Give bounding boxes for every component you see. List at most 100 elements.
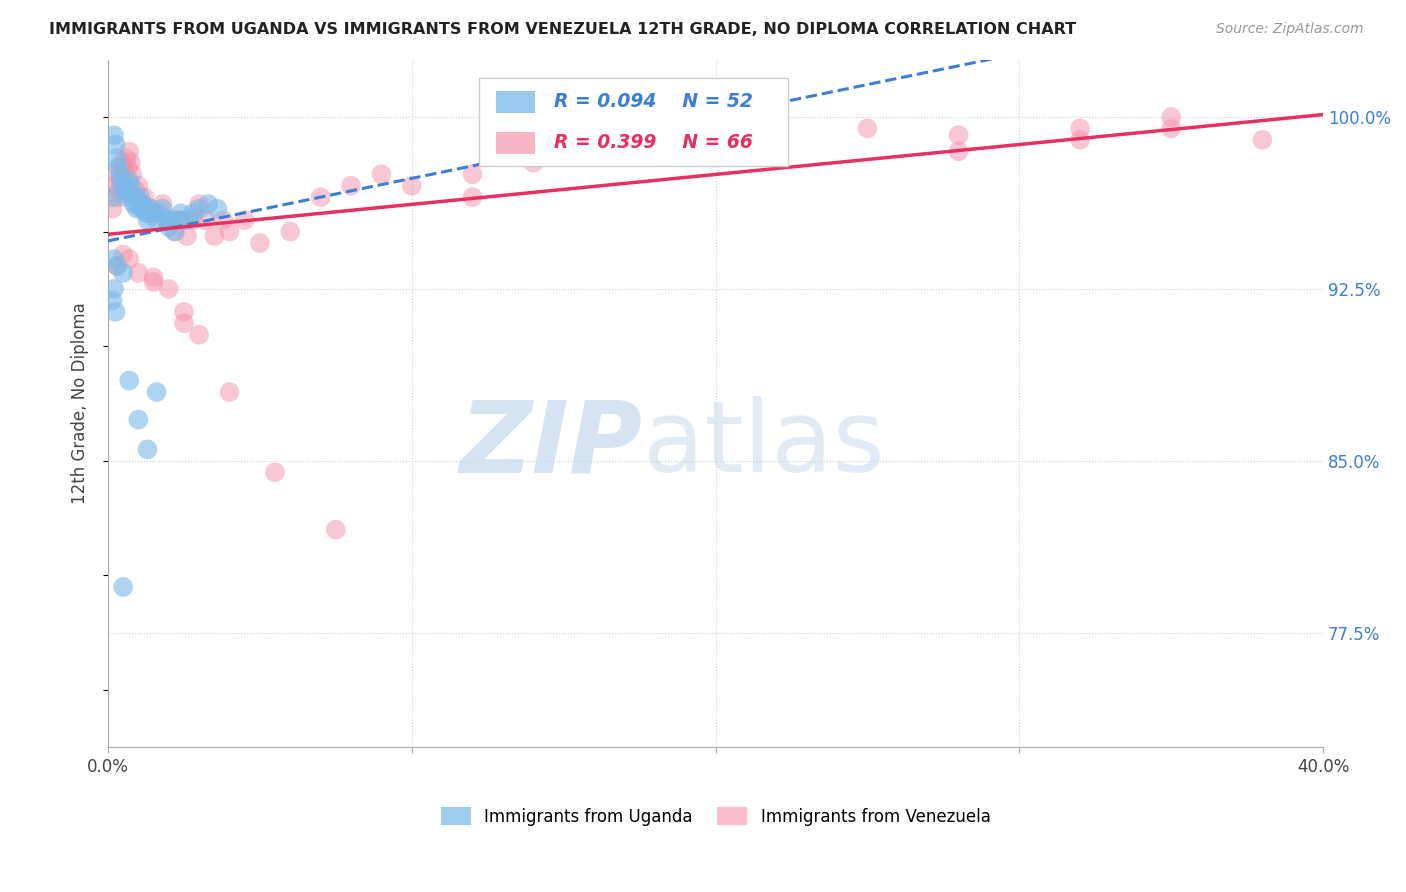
Point bbox=[212, 213, 235, 227]
Point bbox=[136, 213, 159, 227]
Point bbox=[104, 167, 127, 181]
Point bbox=[309, 190, 332, 204]
Point bbox=[948, 128, 970, 143]
Text: R = 0.094    N = 52: R = 0.094 N = 52 bbox=[554, 92, 752, 112]
Point bbox=[108, 174, 131, 188]
Legend: Immigrants from Uganda, Immigrants from Venezuela: Immigrants from Uganda, Immigrants from … bbox=[434, 800, 997, 832]
Point bbox=[118, 174, 141, 188]
Point bbox=[163, 225, 186, 239]
Point bbox=[145, 385, 167, 400]
Point bbox=[120, 155, 142, 169]
Text: IMMIGRANTS FROM UGANDA VS IMMIGRANTS FROM VENEZUELA 12TH GRADE, NO DIPLOMA CORRE: IMMIGRANTS FROM UGANDA VS IMMIGRANTS FRO… bbox=[49, 22, 1077, 37]
Point bbox=[127, 178, 149, 193]
Text: ZIP: ZIP bbox=[460, 396, 643, 493]
Point bbox=[461, 190, 484, 204]
Point bbox=[157, 219, 180, 234]
Point bbox=[1251, 133, 1274, 147]
Point bbox=[522, 155, 544, 169]
Point bbox=[188, 202, 211, 216]
Point bbox=[167, 213, 190, 227]
Point bbox=[173, 305, 195, 319]
Point bbox=[194, 213, 217, 227]
Point bbox=[112, 266, 135, 280]
Point bbox=[644, 133, 666, 147]
Point bbox=[107, 161, 129, 175]
Point bbox=[112, 178, 135, 193]
Point bbox=[120, 178, 142, 193]
Point bbox=[233, 213, 256, 227]
Point bbox=[134, 190, 156, 204]
Point bbox=[101, 293, 124, 308]
Bar bbox=[496, 132, 534, 153]
Point bbox=[124, 190, 146, 204]
FancyBboxPatch shape bbox=[478, 78, 789, 166]
Point bbox=[1160, 110, 1182, 124]
Point bbox=[249, 235, 271, 250]
Point bbox=[157, 213, 180, 227]
Text: Source: ZipAtlas.com: Source: ZipAtlas.com bbox=[1216, 22, 1364, 37]
Point bbox=[117, 161, 139, 175]
Point bbox=[207, 202, 229, 216]
Point bbox=[1069, 121, 1091, 136]
Point bbox=[134, 202, 156, 216]
Point bbox=[145, 206, 167, 220]
Point bbox=[170, 213, 193, 227]
Point bbox=[765, 133, 787, 147]
Point bbox=[856, 121, 879, 136]
Point bbox=[104, 137, 127, 152]
Point bbox=[105, 259, 128, 273]
Point bbox=[117, 183, 139, 197]
Point bbox=[105, 151, 128, 165]
Point bbox=[127, 266, 149, 280]
Point bbox=[264, 465, 287, 479]
Point bbox=[112, 247, 135, 261]
Point bbox=[142, 270, 165, 285]
Point bbox=[139, 202, 162, 216]
Point bbox=[340, 178, 363, 193]
Point bbox=[118, 374, 141, 388]
Point bbox=[112, 161, 135, 175]
Point bbox=[278, 225, 301, 239]
Point bbox=[103, 282, 125, 296]
Point bbox=[325, 523, 347, 537]
Point bbox=[138, 206, 160, 220]
Point bbox=[188, 197, 211, 211]
Point bbox=[121, 190, 143, 204]
Point bbox=[173, 316, 195, 330]
Point bbox=[135, 206, 157, 220]
Point bbox=[152, 202, 174, 216]
Point bbox=[118, 252, 141, 266]
Point bbox=[114, 167, 136, 181]
Point bbox=[122, 197, 145, 211]
Point bbox=[1160, 121, 1182, 136]
Point bbox=[121, 167, 143, 181]
Point bbox=[115, 190, 138, 204]
Point bbox=[218, 385, 240, 400]
Point bbox=[197, 197, 219, 211]
Point bbox=[704, 145, 727, 159]
Text: R = 0.399    N = 66: R = 0.399 N = 66 bbox=[554, 133, 752, 153]
Point bbox=[101, 190, 124, 204]
Point bbox=[142, 275, 165, 289]
Point bbox=[149, 206, 172, 220]
Point bbox=[181, 206, 204, 220]
Point bbox=[118, 145, 141, 159]
Point bbox=[145, 213, 167, 227]
Point bbox=[105, 259, 128, 273]
Point bbox=[108, 167, 131, 181]
Point bbox=[948, 145, 970, 159]
Point bbox=[176, 229, 198, 244]
Point bbox=[583, 145, 606, 159]
Point bbox=[155, 213, 177, 227]
Point bbox=[163, 225, 186, 239]
Point bbox=[112, 580, 135, 594]
Point bbox=[131, 202, 153, 216]
Point bbox=[111, 174, 134, 188]
Point bbox=[401, 178, 423, 193]
Point bbox=[1069, 133, 1091, 147]
Point bbox=[128, 190, 150, 204]
Point bbox=[157, 282, 180, 296]
Point bbox=[170, 206, 193, 220]
Point bbox=[131, 197, 153, 211]
Point bbox=[181, 213, 204, 227]
